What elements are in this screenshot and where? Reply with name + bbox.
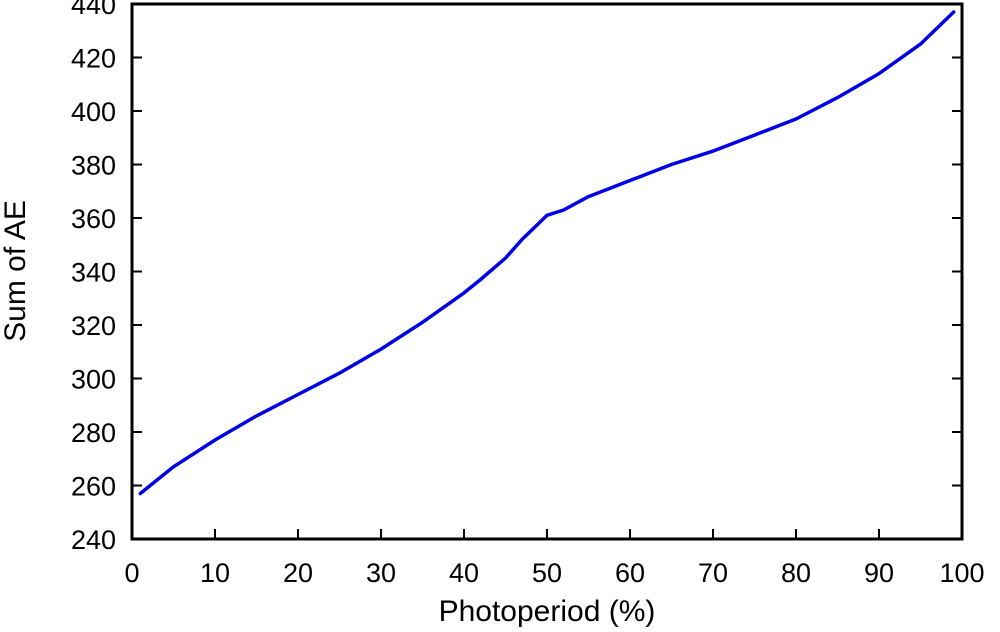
y-tick-label: 420 (71, 44, 116, 74)
x-tick-label: 90 (864, 558, 894, 588)
y-tick-label: 360 (71, 204, 116, 234)
y-axis: 240 260 280 300 320 340 360 380 400 420 440 (71, 0, 962, 555)
x-tick-label: 60 (615, 558, 645, 588)
y-tick-label: 240 (71, 525, 116, 555)
plot-frame (130, 2, 964, 541)
x-tick-label: 80 (781, 558, 811, 588)
y-tick-label: 400 (71, 97, 116, 127)
x-tick-label: 100 (939, 558, 984, 588)
x-tick-label: 50 (532, 558, 562, 588)
y-tick-label: 300 (71, 365, 116, 395)
x-tick-label: 40 (449, 558, 479, 588)
x-tick-label: 70 (698, 558, 728, 588)
x-tick-label: 20 (283, 558, 313, 588)
y-tick-label: 280 (71, 418, 116, 448)
y-tick-label: 260 (71, 472, 116, 502)
x-axis: 0 10 20 30 40 50 60 70 80 90 100 (124, 529, 985, 588)
x-axis-label: Photoperiod (%) (439, 595, 656, 628)
y-tick-label: 380 (71, 151, 116, 181)
y-tick-label: 340 (71, 258, 116, 288)
y-tick-label: 440 (71, 0, 116, 20)
x-tick-label: 0 (124, 558, 139, 588)
x-tick-label: 10 (200, 558, 230, 588)
series-line-sum-of-ae (138, 10, 956, 496)
y-axis-label: Sum of AE (0, 200, 32, 342)
y-tick-label: 320 (71, 311, 116, 341)
x-tick-label: 30 (366, 558, 396, 588)
